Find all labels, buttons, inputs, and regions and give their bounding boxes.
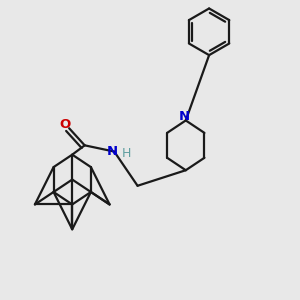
Text: N: N bbox=[107, 145, 118, 158]
Text: O: O bbox=[59, 118, 71, 131]
Text: H: H bbox=[122, 147, 131, 160]
Text: N: N bbox=[179, 110, 190, 123]
